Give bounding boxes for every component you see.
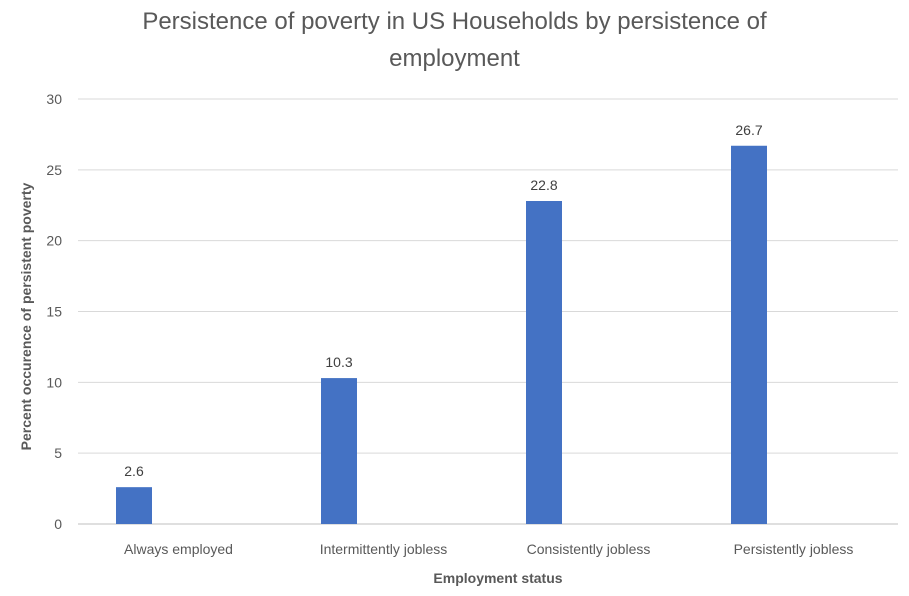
bar-2: [321, 378, 357, 524]
y-axis-title: Percent occurence of persistent poverty: [18, 182, 34, 450]
data-label: 22.8: [530, 177, 557, 193]
x-tick-label: Persistently jobless: [734, 541, 854, 557]
x-tick-label: Always employed: [124, 541, 233, 557]
y-tick-label: 20: [46, 233, 62, 249]
bar-4: [731, 145, 767, 524]
bar-1: [116, 487, 152, 524]
data-label: 10.3: [325, 354, 352, 370]
y-tick-label: 30: [46, 91, 62, 107]
y-tick-label: 25: [46, 162, 62, 178]
data-label: 2.6: [124, 463, 144, 479]
y-tick-label: 5: [54, 445, 62, 461]
bar-3: [526, 201, 562, 524]
y-tick-label: 10: [46, 374, 62, 390]
y-tick-label: 0: [54, 516, 62, 532]
x-axis-title: Employment status: [433, 570, 562, 586]
y-tick-label: 15: [46, 304, 62, 320]
chart-title-line-1: Persistence of poverty in US Households …: [142, 8, 767, 35]
chart-title-line-2: employment: [389, 45, 520, 72]
x-tick-label: Intermittently jobless: [320, 541, 448, 557]
data-label: 26.7: [735, 122, 762, 138]
x-tick-label: Consistently jobless: [527, 541, 651, 557]
